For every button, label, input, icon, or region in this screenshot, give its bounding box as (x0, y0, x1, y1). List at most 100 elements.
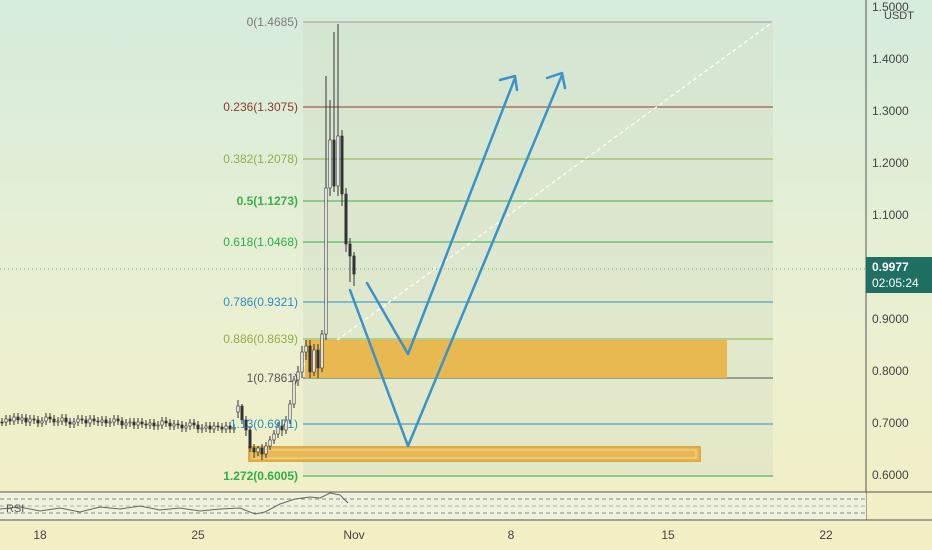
candle-body (100, 419, 104, 423)
price-tick: 0.8000 (872, 364, 909, 378)
candle-body (72, 421, 76, 425)
candle-body (260, 447, 264, 455)
fib-label-113: 1.13(0.6971) (229, 417, 298, 431)
price-tick: 0.9000 (872, 312, 909, 326)
date-tick: 25 (191, 528, 205, 542)
candle-body (264, 445, 268, 455)
candle-body (80, 418, 84, 421)
candle-body (188, 422, 192, 427)
price-tick: 1.4000 (872, 52, 909, 66)
candle-body (192, 422, 196, 426)
candlestick-series (0, 24, 356, 460)
candle-body (68, 421, 72, 425)
candle-body (208, 425, 212, 430)
candle-body (148, 422, 152, 426)
candle-body (104, 419, 108, 424)
projection-arrows (348, 71, 567, 448)
fib-label-0: 0(1.4685) (246, 15, 298, 29)
projection-arrow-2-head (545, 71, 567, 90)
candle-body (136, 421, 140, 426)
candle-body (164, 420, 168, 424)
candle-body (220, 426, 224, 430)
price-tick: 1.2000 (872, 156, 909, 170)
candle-body (312, 349, 316, 373)
candle-body (144, 423, 148, 426)
fib-label-0382: 0.382(1.2078) (223, 152, 298, 166)
candle-body (236, 405, 240, 413)
fib-label-0618: 0.618(1.0468) (223, 235, 298, 249)
candle-body (224, 425, 228, 430)
current-price-badge: 0.9977 02:05:24 (866, 257, 932, 293)
demand-zone-lower-inner (252, 449, 697, 459)
candle-body (24, 417, 28, 423)
candle-body (56, 420, 60, 423)
candle-body (64, 417, 68, 423)
candle-body (228, 425, 232, 430)
projection-arrow-1 (365, 76, 517, 356)
candle-body (340, 135, 344, 195)
candle-body (152, 422, 156, 427)
price-tick: 0.7000 (872, 416, 909, 430)
fib-label-05: 0.5(1.1273) (236, 194, 298, 208)
fib-label-0786: 0.786(0.9321) (223, 295, 298, 309)
candle-body (176, 423, 180, 426)
candle-body (344, 193, 348, 245)
candle-body (184, 425, 188, 429)
candle-body (248, 429, 252, 449)
fib-label-1272: 1.272(0.6005) (223, 469, 298, 483)
candle-body (52, 418, 56, 423)
candle-body (92, 418, 96, 422)
candle-countdown: 02:05:24 (872, 276, 919, 290)
date-tick: 18 (33, 528, 47, 542)
demand-zone-lower (248, 446, 701, 462)
candle-body (88, 418, 92, 424)
candle-body (320, 333, 324, 369)
candle-body (268, 439, 272, 447)
candle-body (180, 424, 184, 429)
candle-body (200, 427, 204, 430)
demand-zone-upper (305, 340, 727, 378)
date-tick: 15 (661, 528, 675, 542)
candle-body (108, 421, 112, 424)
candle-body (336, 135, 340, 187)
candle-body (244, 419, 248, 431)
price-tick: 1.3000 (872, 104, 909, 118)
candle-body (284, 419, 288, 431)
price-tick: 1.5000 (872, 0, 909, 14)
candle-body (196, 424, 200, 430)
candle-body (276, 425, 280, 435)
candle-body (232, 427, 236, 430)
candle-body (28, 418, 32, 423)
candle-body (308, 345, 312, 373)
candle-body (300, 351, 304, 373)
candle-body (252, 447, 256, 453)
fib-label-1: 1(0.7861) (246, 371, 298, 385)
date-tick: 8 (507, 528, 515, 542)
candle-body (32, 418, 36, 421)
candle-body (76, 418, 80, 423)
candle-body (292, 379, 296, 405)
candle-body (156, 424, 160, 427)
date-tick: 22 (819, 528, 833, 542)
candle-body (96, 420, 100, 423)
candle-body (204, 425, 208, 429)
candle-body (216, 425, 220, 428)
candle-body (352, 255, 356, 275)
candle-body (160, 420, 164, 426)
fib-area (303, 22, 773, 477)
candle-body (48, 416, 52, 420)
candle-body (296, 371, 300, 381)
candle-body (132, 421, 136, 426)
candle-body (168, 422, 172, 427)
fib-label-0886: 0.886(0.8639) (223, 332, 298, 346)
rsi-indicator-label[interactable]: RSI (6, 503, 25, 515)
candle-body (124, 422, 128, 426)
candle-body (36, 419, 40, 424)
candle-body (16, 416, 20, 421)
fib-trend-line (302, 21, 774, 366)
projection-arrow-2 (348, 73, 564, 448)
candle-body (60, 417, 64, 422)
candle-body (304, 345, 308, 353)
